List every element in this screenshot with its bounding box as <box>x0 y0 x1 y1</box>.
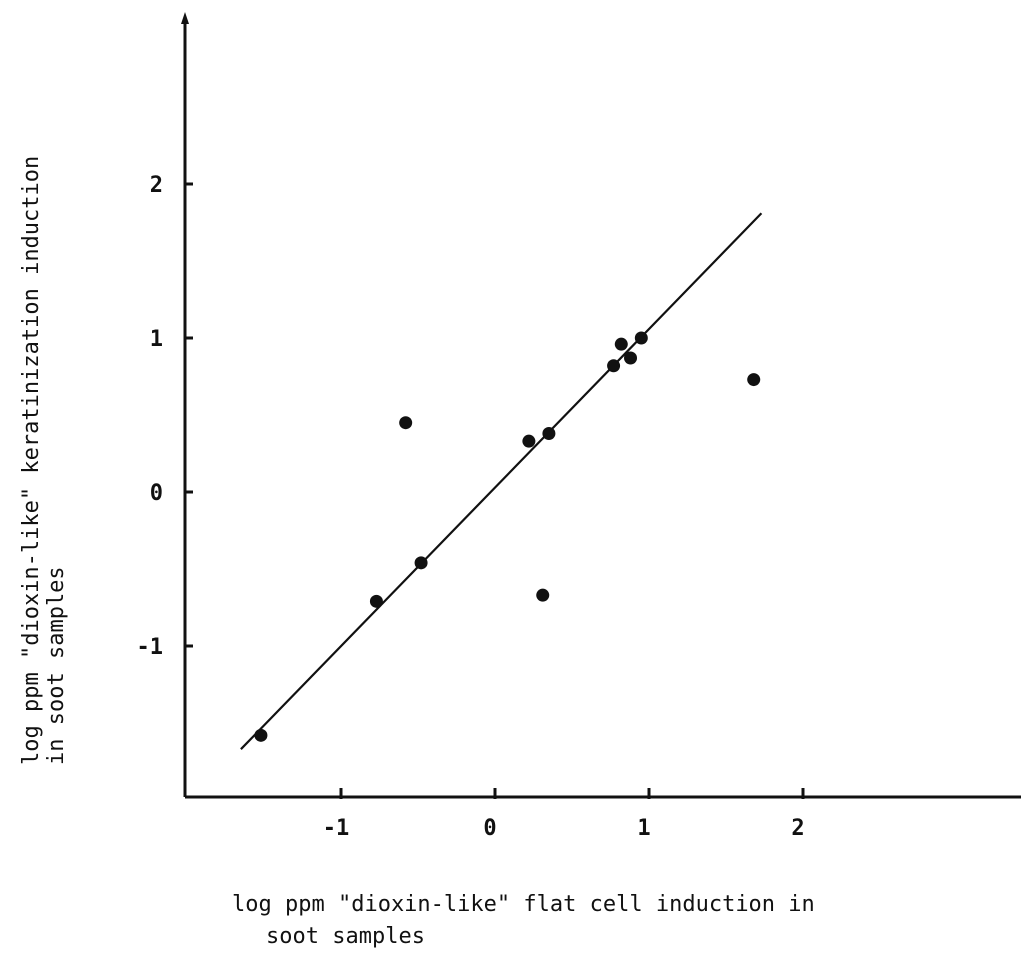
x-tick-label: 2 <box>791 816 804 841</box>
y-axis-title-line-2: in soot samples <box>44 566 69 765</box>
data-point <box>399 416 413 430</box>
fit-line <box>240 212 763 750</box>
y-tick-label: 2 <box>150 173 163 198</box>
x-tick-label: 1 <box>637 816 650 841</box>
x-axis-title-line-2: soot samples <box>266 924 425 949</box>
y-tick-label: -1 <box>137 635 164 660</box>
y-axis-title-line-1: log ppm "dioxin-like" keratinization ind… <box>19 156 44 765</box>
data-point <box>624 351 638 365</box>
data-point <box>614 337 628 351</box>
data-point <box>536 588 550 602</box>
fit-line-group <box>240 212 763 750</box>
data-point <box>254 728 268 742</box>
data-point <box>607 359 621 373</box>
y-tick-label: 0 <box>150 481 163 506</box>
data-point <box>522 434 536 448</box>
data-point <box>369 594 383 608</box>
axes <box>181 12 1021 799</box>
y-tick-label: 1 <box>150 327 163 352</box>
data-point <box>414 556 428 570</box>
data-point <box>634 331 648 345</box>
x-axis-title-line-1: log ppm "dioxin-like" flat cell inductio… <box>232 892 815 917</box>
x-tick-label: -1 <box>323 816 350 841</box>
data-point <box>542 426 556 440</box>
x-tick-label: 0 <box>483 816 496 841</box>
data-points <box>254 331 761 742</box>
tick-labels: -1 0 1 2 -1 0 1 2 <box>137 173 805 841</box>
data-point <box>747 373 761 387</box>
y-axis-arrow <box>181 12 189 24</box>
